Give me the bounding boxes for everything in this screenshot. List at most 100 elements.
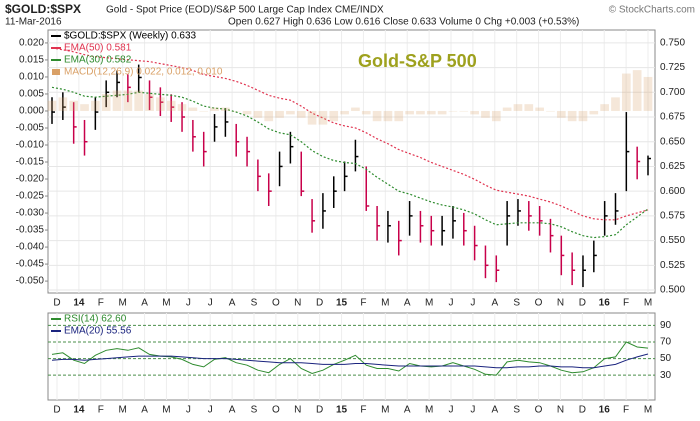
x-tick-label: J — [449, 298, 454, 309]
x-tick-label: M — [162, 405, 170, 416]
macd-bar — [567, 110, 577, 122]
y-tick-label: 0.625 — [660, 161, 685, 172]
y2-tick-label: 0.020 — [19, 38, 44, 49]
x-tick-label: J — [470, 298, 475, 309]
macd-bar — [199, 110, 209, 112]
macd-bar — [177, 104, 187, 111]
y-tick-label: 0.750 — [660, 37, 685, 48]
line-series — [51, 353, 649, 369]
macd-bar — [437, 110, 447, 115]
x-tick-label: F — [623, 405, 629, 416]
y2-tick-label: -0.015 — [16, 157, 45, 168]
price-frame — [47, 29, 656, 294]
y2-tick-label: 0.005 — [19, 89, 44, 100]
y-tick-label: 0.700 — [660, 87, 685, 98]
macd-bar — [112, 90, 122, 111]
y-tick-label: 0.600 — [660, 186, 685, 197]
macd-bar — [535, 107, 544, 111]
date: 11-Mar-2016 — [5, 17, 62, 28]
macd-bar — [253, 110, 263, 118]
y-tick-label: 0.525 — [660, 260, 685, 271]
x-tick-label: J — [208, 405, 213, 416]
macd-bar — [524, 104, 534, 111]
macd-bar — [58, 97, 68, 111]
x-tick-label: 15 — [336, 405, 348, 416]
macd-bar — [69, 100, 79, 111]
x-tick-label: N — [557, 405, 564, 416]
x-tick-label: A — [404, 405, 411, 416]
legend-label: EMA(50) 0.581 — [64, 43, 132, 54]
x-tick-label: 16 — [599, 405, 611, 416]
y2-tick-label: -0.020 — [16, 174, 45, 185]
macd-bar — [394, 110, 404, 122]
macd-bar — [296, 110, 306, 118]
macd-bar — [329, 110, 339, 122]
macd-bar — [426, 110, 436, 115]
copyright: © StockCharts.com — [609, 5, 695, 16]
x-tick-label: A — [404, 298, 411, 309]
y-tick-label: 0.725 — [660, 62, 685, 73]
macd-bar — [307, 110, 317, 125]
macd-bar — [188, 107, 198, 111]
x-tick-label: A — [141, 298, 148, 309]
legend-swatch — [52, 69, 60, 75]
macd-bar — [221, 107, 230, 111]
macd-bar — [275, 110, 284, 118]
x-tick-label: D — [579, 405, 586, 416]
macd-bar — [502, 107, 512, 111]
macd-bar — [372, 110, 382, 122]
x-tick-label: 16 — [599, 298, 611, 309]
x-tick-label: N — [557, 298, 564, 309]
symbol: $GOLD:$SPX — [5, 2, 81, 16]
legend-label: MACD(12,26,9) 0.022, 0.012, 0.010 — [64, 67, 223, 78]
x-tick-label: D — [53, 405, 60, 416]
y-tick-label: 0.675 — [660, 112, 685, 123]
x-tick-label: J — [449, 405, 454, 416]
x-tick-label: O — [272, 405, 280, 416]
macd-bar — [416, 110, 425, 115]
macd-bar — [210, 107, 219, 111]
macd-bar — [351, 107, 360, 111]
x-tick-label: J — [470, 405, 475, 416]
x-tick-label: F — [360, 298, 366, 309]
macd-bar — [361, 110, 371, 115]
y-tick-label: 0.500 — [660, 285, 685, 296]
macd-bar — [589, 110, 599, 115]
y2-tick-label: -0.050 — [16, 276, 45, 287]
y-tick-label: 0.575 — [660, 211, 685, 222]
macd-bar — [340, 110, 349, 115]
legend-label: EMA(30) 0.582 — [64, 55, 132, 66]
macd-bar — [134, 90, 144, 111]
x-tick-label: M — [381, 405, 389, 416]
macd-bar — [156, 97, 165, 111]
x-tick-label: M — [118, 298, 126, 309]
y-tick-label: 50 — [660, 353, 672, 364]
x-tick-label: D — [53, 298, 60, 309]
x-tick-label: N — [294, 298, 301, 309]
y-tick-label: 0.550 — [660, 235, 685, 246]
macd-bar — [383, 110, 393, 122]
macd-bar — [405, 110, 414, 115]
x-tick-label: M — [644, 405, 652, 416]
x-tick-label: A — [491, 298, 498, 309]
macd-bar — [481, 110, 490, 118]
x-tick-label: O — [535, 405, 543, 416]
x-tick-label: S — [513, 298, 520, 309]
x-tick-label: A — [141, 405, 148, 416]
macd-bar — [611, 97, 620, 111]
macd-bar — [145, 93, 154, 111]
line-series — [51, 86, 649, 239]
x-tick-label: D — [316, 405, 323, 416]
x-tick-label: N — [294, 405, 301, 416]
x-tick-label: F — [98, 298, 104, 309]
y2-tick-label: 0.015 — [19, 55, 44, 66]
line-series — [51, 341, 649, 376]
x-tick-label: S — [513, 405, 520, 416]
macd-bar — [491, 110, 501, 122]
macd-bar — [123, 90, 133, 111]
x-tick-label: D — [579, 298, 586, 309]
macd-bar — [47, 100, 57, 111]
macd-bar — [80, 104, 89, 111]
